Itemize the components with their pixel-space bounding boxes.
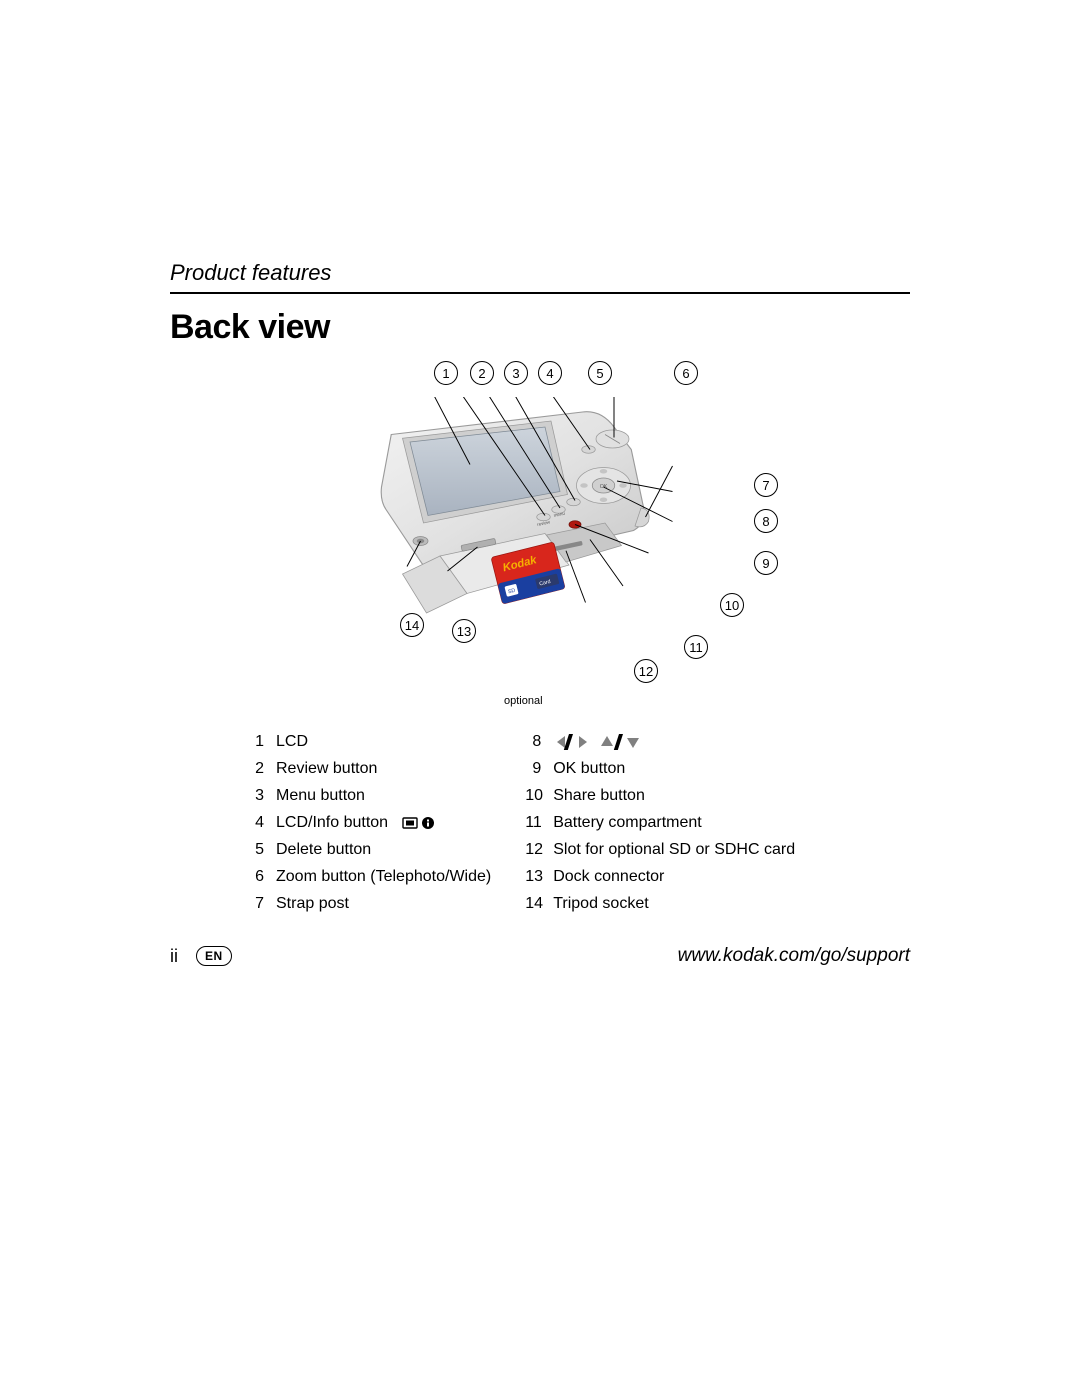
legend-num: 7 bbox=[248, 895, 264, 913]
legend-num: 5 bbox=[248, 841, 264, 859]
legend-row: 1 LCD bbox=[248, 731, 491, 753]
legend-num: 10 bbox=[525, 787, 541, 805]
legend-num: 2 bbox=[248, 760, 264, 778]
legend-num: 1 bbox=[248, 733, 264, 751]
legend-num: 14 bbox=[525, 895, 541, 913]
legend-row: 10 Share button bbox=[525, 785, 795, 807]
legend-row: 14 Tripod socket bbox=[525, 893, 795, 915]
page-footer: ii EN www.kodak.com/go/support bbox=[170, 945, 910, 967]
legend-label: Menu button bbox=[276, 787, 365, 805]
legend-row: 3 Menu button bbox=[248, 785, 491, 807]
nav-arrows-icon bbox=[555, 734, 645, 750]
legend-label: Review button bbox=[276, 760, 377, 778]
legend-col-left: 1 LCD 2 Review button 3 Menu button 4 LC… bbox=[248, 731, 491, 915]
page-number: ii bbox=[170, 946, 178, 967]
camera-illustration: OK review menu share bbox=[335, 397, 695, 637]
legend-row: 7 Strap post bbox=[248, 893, 491, 915]
legend-label: Delete button bbox=[276, 841, 371, 859]
legend-label: Battery compartment bbox=[553, 814, 702, 832]
optional-label: optional bbox=[504, 695, 543, 707]
legend-num: 3 bbox=[248, 787, 264, 805]
callout-5: 5 bbox=[588, 361, 612, 385]
legend-row: 11 Battery compartment bbox=[525, 812, 795, 834]
legend-label: Share button bbox=[553, 787, 645, 805]
legend-row: 13 Dock connector bbox=[525, 866, 795, 888]
legend-row: 5 Delete button bbox=[248, 839, 491, 861]
lcd-info-icon bbox=[402, 816, 438, 830]
legend-label: Slot for optional SD or SDHC card bbox=[553, 841, 795, 859]
legend-row: 4 LCD/Info button bbox=[248, 812, 491, 834]
legend-num: 9 bbox=[525, 760, 541, 778]
legend-label: OK button bbox=[553, 760, 625, 778]
legend-row: 6 Zoom button (Telephoto/Wide) bbox=[248, 866, 491, 888]
callout-9: 9 bbox=[754, 551, 778, 575]
legend-label: Dock connector bbox=[553, 868, 664, 886]
legend-row: 2 Review button bbox=[248, 758, 491, 780]
legend-num: 6 bbox=[248, 868, 264, 886]
callout-1: 1 bbox=[434, 361, 458, 385]
callout-12: 12 bbox=[634, 659, 658, 683]
legend-row: 12 Slot for optional SD or SDHC card bbox=[525, 839, 795, 861]
legend-num: 13 bbox=[525, 868, 541, 886]
legend-num: 8 bbox=[525, 733, 541, 751]
section-rule bbox=[170, 292, 910, 294]
legend-row: 8 bbox=[525, 731, 795, 753]
legend-label: Tripod socket bbox=[553, 895, 648, 913]
callout-10: 10 bbox=[720, 593, 744, 617]
support-url: www.kodak.com/go/support bbox=[678, 945, 910, 967]
legend-label: Zoom button (Telephoto/Wide) bbox=[276, 868, 491, 886]
legend-num: 4 bbox=[248, 814, 264, 832]
callout-8: 8 bbox=[754, 509, 778, 533]
callout-4: 4 bbox=[538, 361, 562, 385]
legend-label: LCD/Info button bbox=[276, 814, 388, 832]
manual-page: Product features Back view bbox=[0, 0, 1080, 1397]
legend-label: LCD bbox=[276, 733, 308, 751]
legend-row: 9 OK button bbox=[525, 758, 795, 780]
legend-col-right: 8 9 OK button 10 Share bbox=[525, 731, 795, 915]
page-title: Back view bbox=[170, 308, 910, 347]
callout-11: 11 bbox=[684, 635, 708, 659]
language-badge: EN bbox=[196, 946, 232, 966]
legend-num: 12 bbox=[525, 841, 541, 859]
section-label: Product features bbox=[170, 260, 910, 286]
callout-2: 2 bbox=[470, 361, 494, 385]
callout-13: 13 bbox=[452, 619, 476, 643]
callout-14: 14 bbox=[400, 613, 424, 637]
callout-3: 3 bbox=[504, 361, 528, 385]
callout-7: 7 bbox=[754, 473, 778, 497]
legend-label: Strap post bbox=[276, 895, 349, 913]
back-view-diagram: OK review menu share bbox=[280, 357, 800, 717]
callout-6: 6 bbox=[674, 361, 698, 385]
legend: 1 LCD 2 Review button 3 Menu button 4 LC… bbox=[248, 731, 910, 915]
legend-num: 11 bbox=[525, 814, 541, 832]
